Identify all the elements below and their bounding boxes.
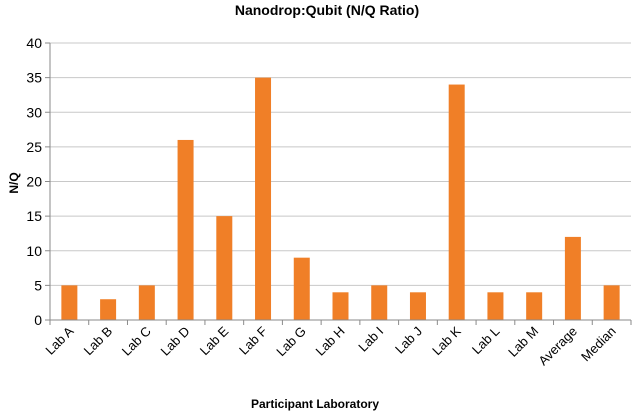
- y-tick-label: 25: [26, 139, 42, 155]
- x-tick-label: Lab E: [197, 323, 232, 358]
- x-tick-label: Lab J: [392, 324, 425, 357]
- x-tick-label: Lab I: [355, 324, 386, 355]
- bar: [487, 292, 504, 320]
- y-tick-labels: 0 5 10 15 20 25 30 35 40: [26, 35, 42, 328]
- bar: [255, 77, 272, 320]
- x-tick-label: Lab B: [81, 324, 116, 359]
- axes: [45, 42, 632, 325]
- x-tick-labels: Lab A Lab B Lab C Lab D Lab E Lab F Lab G Lab H…: [42, 323, 618, 368]
- bar: [100, 299, 117, 320]
- x-tick-label: Lab C: [119, 324, 154, 359]
- bar: [448, 84, 465, 320]
- x-tick-label: Lab A: [42, 323, 76, 357]
- x-tick-label: Lab M: [505, 324, 541, 360]
- chart-title: Nanodrop:Qubit (N/Q Ratio): [235, 2, 419, 18]
- gridlines: [50, 42, 631, 286]
- bar: [138, 285, 155, 320]
- y-tick-label: 35: [26, 70, 42, 86]
- y-tick-label: 20: [26, 174, 42, 190]
- bar: [564, 236, 581, 320]
- x-tick-label: Average: [535, 324, 580, 369]
- y-tick-label: 30: [26, 104, 42, 120]
- bar: [216, 216, 233, 320]
- bar: [526, 292, 543, 320]
- y-axis-title: N/Q: [7, 172, 21, 193]
- y-tick-label: 40: [26, 35, 42, 51]
- bar: [409, 292, 426, 320]
- bars: [61, 77, 620, 320]
- bar: [61, 285, 78, 320]
- x-tick-label: Median: [578, 324, 619, 365]
- bar: [177, 139, 194, 320]
- bar: [603, 285, 620, 320]
- x-tick-label: Lab F: [236, 323, 270, 357]
- y-tick-label: 10: [26, 243, 42, 259]
- y-tick-label: 5: [34, 277, 42, 293]
- bar: [293, 257, 310, 320]
- x-tick-label: Lab G: [273, 324, 309, 360]
- x-axis-title: Participant Laboratory: [251, 397, 379, 411]
- y-tick-label: 15: [26, 208, 42, 224]
- x-tick-label: Lab K: [429, 323, 464, 358]
- x-tick-label: Lab H: [312, 324, 347, 359]
- y-tick-label: 0: [34, 312, 42, 328]
- bar: [332, 292, 349, 320]
- bar: [371, 285, 388, 320]
- x-tick-label: Lab L: [469, 324, 503, 358]
- x-tick-label: Lab D: [158, 324, 193, 359]
